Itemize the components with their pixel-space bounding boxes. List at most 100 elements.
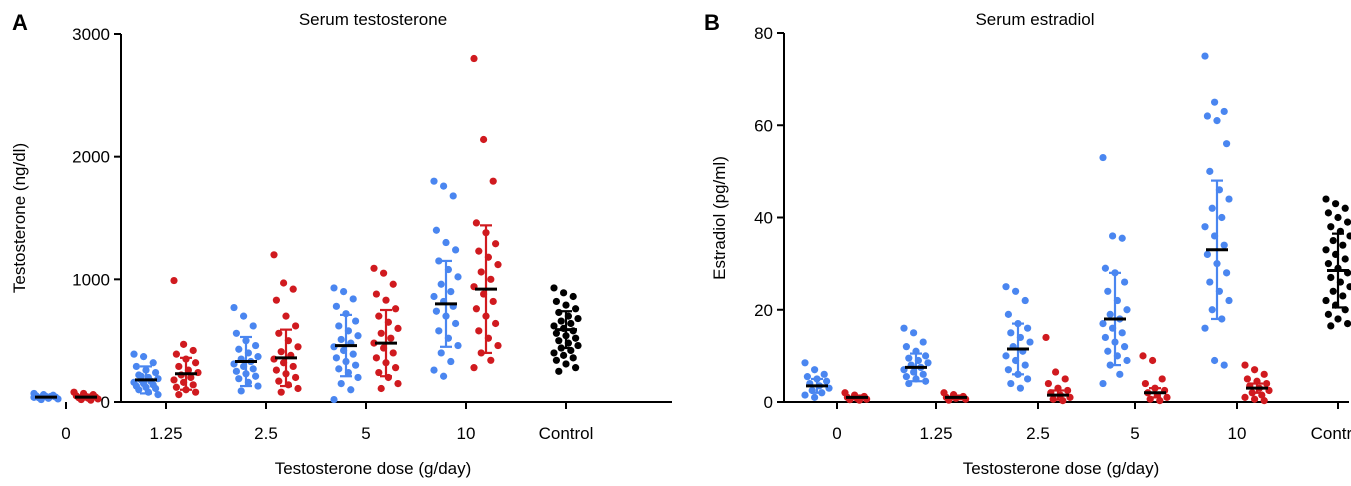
data-point [332, 302, 340, 310]
data-point [1021, 361, 1029, 369]
data-point [470, 364, 478, 372]
data-point [1225, 296, 1233, 305]
data-point [494, 261, 502, 269]
data-point [1149, 356, 1157, 365]
data-point [477, 268, 485, 276]
data-point [1322, 195, 1330, 203]
y-tick-label: 60 [754, 116, 773, 135]
data-point [555, 308, 563, 317]
data-point [1341, 255, 1349, 263]
data-point [574, 314, 582, 323]
x-tick-label: 1.25 [919, 424, 952, 443]
data-point [435, 327, 443, 335]
data-point [1012, 287, 1020, 295]
chart-plot-area: 0 1000 2000 3000 0 1.25 2.5 5 10 Control [30, 25, 672, 443]
data-point [823, 377, 831, 385]
data-point [272, 366, 280, 374]
data-point [382, 296, 390, 304]
x-tick-label: 2.5 [254, 424, 278, 443]
data-point [442, 238, 450, 247]
data-point [560, 351, 568, 359]
chart-title: Serum testosterone [298, 10, 448, 29]
data-point [1101, 333, 1109, 342]
data-point [235, 345, 243, 353]
data-point [432, 307, 440, 315]
data-point [1044, 379, 1052, 388]
data-point [289, 362, 297, 371]
data-point [1329, 287, 1337, 295]
data-point [801, 359, 809, 367]
data-point [389, 349, 397, 357]
data-point [569, 292, 577, 301]
data-point [330, 395, 338, 404]
data-point [170, 276, 178, 285]
y-tick-label: 1000 [72, 270, 110, 289]
chart-plot-area: 0 20 40 60 80 0 1.25 2.5 5 10 Control [754, 24, 1351, 443]
data-point [130, 350, 138, 358]
data-point [1223, 269, 1231, 277]
data-point [922, 352, 930, 360]
data-point [1139, 352, 1147, 360]
data-point [1211, 98, 1219, 106]
x-tick-label: 0 [61, 424, 70, 443]
data-point [1118, 234, 1126, 242]
data-point [1002, 352, 1010, 360]
data-point [475, 247, 483, 255]
data-point [1223, 140, 1231, 148]
data-point [1026, 338, 1034, 346]
data-point [437, 280, 445, 288]
data-point [910, 329, 918, 337]
data-point [1322, 246, 1330, 254]
data-point [811, 366, 819, 374]
data-point [562, 301, 570, 309]
data-point [1220, 107, 1228, 116]
data-point [803, 373, 811, 381]
panel-letter: A [12, 10, 28, 35]
data-point [572, 305, 580, 313]
data-point [347, 386, 355, 394]
data-point [919, 338, 927, 346]
data-point [552, 329, 561, 337]
data-point [572, 334, 580, 342]
data-point [1334, 315, 1342, 323]
data-point [1121, 343, 1129, 351]
data-point [924, 359, 932, 367]
data-point [249, 322, 257, 330]
data-point [454, 341, 462, 350]
x-tick-label: Control [1311, 424, 1351, 443]
data-point [372, 354, 380, 362]
data-point [1346, 232, 1351, 240]
data-point [1324, 310, 1332, 318]
data-point [487, 275, 495, 283]
data-point [152, 384, 160, 393]
data-point [492, 319, 500, 328]
data-point [1241, 361, 1249, 369]
data-point [922, 377, 930, 385]
panel-b: B Serum estradiol Estradiol (pg/ml) Test… [676, 0, 1351, 486]
data-point [452, 319, 460, 328]
data-point [389, 280, 397, 288]
data-point [380, 269, 388, 277]
data-point [154, 391, 162, 399]
data-point [252, 341, 260, 350]
data-point [440, 372, 448, 380]
data-point [1024, 324, 1032, 332]
data-point [1123, 306, 1131, 314]
data-point [187, 373, 195, 382]
data-point [550, 284, 558, 292]
data-point [480, 135, 488, 144]
data-point [1344, 218, 1351, 226]
data-point [392, 305, 400, 313]
data-point [430, 177, 438, 185]
data-point [375, 368, 383, 377]
data-point [1327, 322, 1335, 330]
data-point [1002, 283, 1010, 291]
data-point [562, 360, 570, 368]
data-point [349, 350, 357, 358]
data-point [332, 354, 340, 362]
data-point [1329, 236, 1337, 245]
data-point [1007, 329, 1015, 337]
data-point [489, 177, 497, 185]
data-point [489, 297, 497, 306]
data-point [237, 387, 245, 395]
